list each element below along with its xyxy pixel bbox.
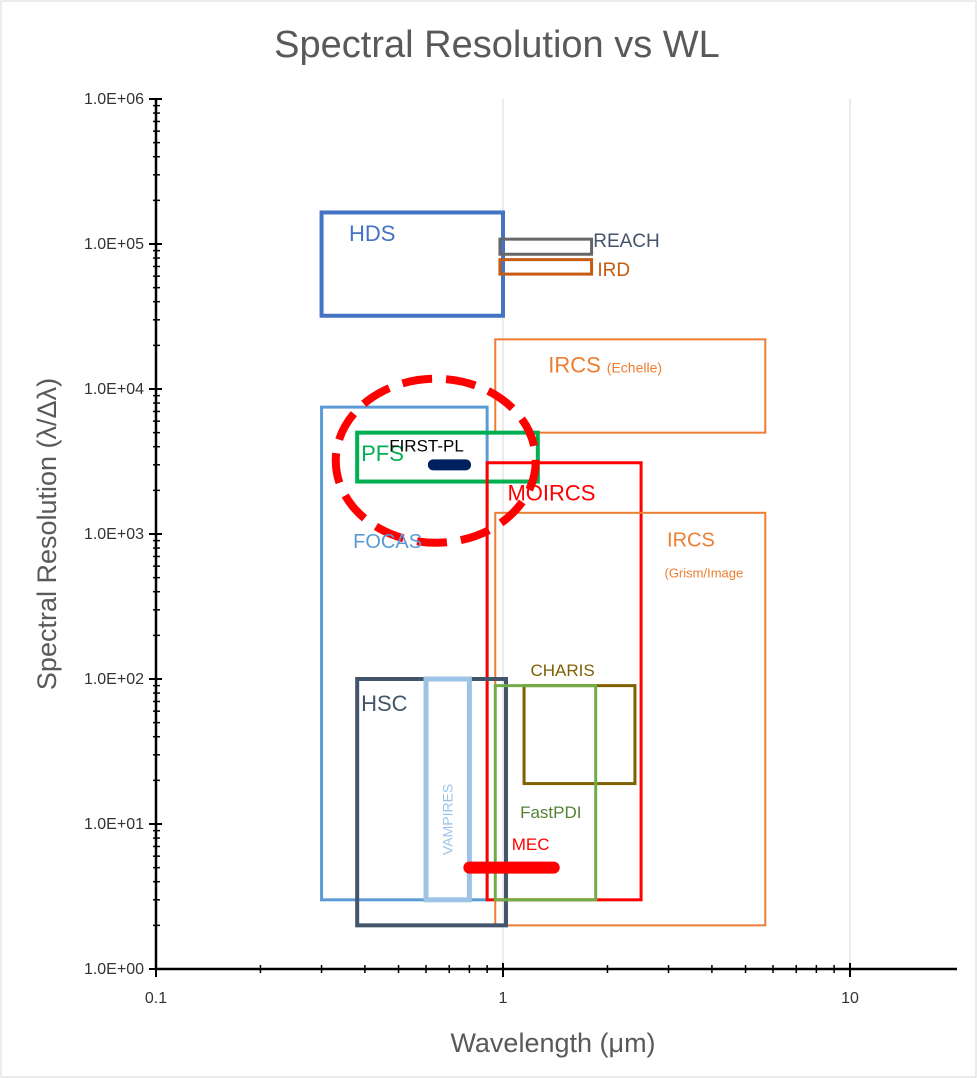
instrument-label-hsc-8: HSC xyxy=(361,691,408,716)
y-axis-label: Spectral Resolution (λ/Δλ) xyxy=(32,378,62,690)
chart-title: Spectral Resolution vs WL xyxy=(274,24,720,66)
bar-label-mec: MEC xyxy=(512,835,550,854)
y-tick-label: 1.0E+00 xyxy=(84,961,144,978)
instrument-label-ircs-7: IRCS xyxy=(667,529,715,551)
x-axis-label: Wavelength (μm) xyxy=(450,1028,655,1058)
instrument-label-pfs-5: PFS xyxy=(361,441,404,466)
instrument-label-reach-1: REACH xyxy=(593,231,660,252)
instrument-label-hds-0: HDS xyxy=(349,221,395,246)
y-tick-label: 1.0E+04 xyxy=(84,381,144,398)
instrument-box-pfs-5 xyxy=(355,430,540,484)
x-tick-label: 0.1 xyxy=(145,990,167,1007)
highlight-ellipse xyxy=(331,374,540,547)
instrument-label-fastpdi-11: FastPDI xyxy=(520,803,581,822)
y-tick-label: 1.0E+01 xyxy=(84,816,144,833)
y-tick-label: 1.0E+03 xyxy=(84,526,144,543)
instrument-box-ird-2 xyxy=(498,258,594,276)
bar-label-first-pl: FIRST-PL xyxy=(389,437,464,456)
instrument-shapes xyxy=(319,210,767,928)
instrument-label-moircs-6: MOIRCS xyxy=(507,481,595,506)
instrument-label-charis-10: CHARIS xyxy=(530,661,594,680)
instrument-sublabel-7: (Grism/Image xyxy=(664,566,743,581)
x-tick-label: 10 xyxy=(841,990,859,1007)
instrument-box-ircs-3 xyxy=(494,338,767,434)
y-tick-label: 1.0E+02 xyxy=(84,671,144,688)
instrument-box-vampires-9 xyxy=(423,676,472,903)
y-tick-label: 1.0E+06 xyxy=(84,91,144,108)
instrument-sublabel-3: (Echelle) xyxy=(607,359,662,375)
instrument-label-vampires: VAMPIRES xyxy=(440,784,456,855)
instrument-box-hds-0 xyxy=(319,210,505,318)
x-tick-label: 1 xyxy=(499,990,508,1007)
axes: 1.0E+00 1.0E+01 1.0E+02 1.0E+03 1.0E+04 1.0E+… xyxy=(84,91,957,1007)
instrument-label-focas-4: FOCAS xyxy=(353,531,422,553)
instrument-box-reach-1 xyxy=(498,237,594,256)
instrument-box-fastpdi-11 xyxy=(493,684,598,902)
y-tick-label: 1.0E+05 xyxy=(84,236,144,253)
instrument-label-ird-2: IRD xyxy=(597,260,630,281)
